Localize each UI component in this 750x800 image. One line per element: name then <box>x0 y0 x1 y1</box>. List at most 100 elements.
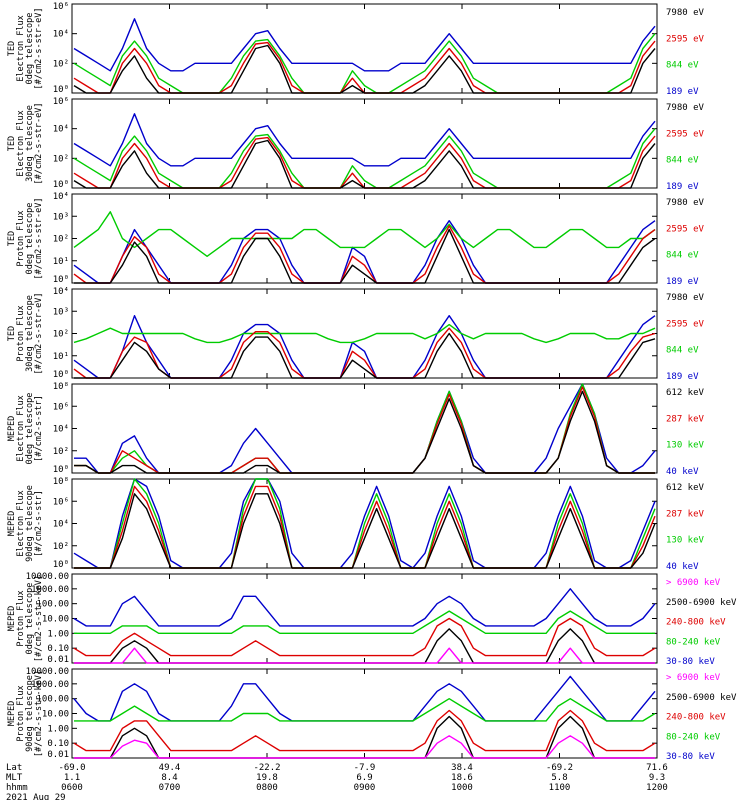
y-axis-label-line: Proton Flux <box>16 305 26 361</box>
y-tick-label: 10³ <box>53 212 69 222</box>
y-axis-label-line: 30deg telescope <box>25 105 35 182</box>
y-axis-label: MEPED Electron Flux 0deg telescope [#/cm2-s… <box>7 393 44 465</box>
legend-entry: 7980 eV <box>666 293 705 303</box>
y-axis-label-line: 30deg telescope <box>25 295 35 372</box>
panel-frame <box>71 193 658 284</box>
panel-4: 10⁴ 10³ 10² 10¹ 10⁰ TED Proton Flux 30deg teles… <box>7 287 705 382</box>
x-tick-label: 1200 <box>646 783 668 793</box>
x-tick-label: 0600 <box>61 783 83 793</box>
series-line-30-80-kev <box>73 588 656 627</box>
y-tick-label: 10⁶ <box>53 97 69 107</box>
legend-entry: 189 eV <box>666 87 699 97</box>
series-line-7980-ev <box>73 44 656 94</box>
series-line-7980-ev <box>74 332 656 379</box>
legend-entry: 2595 eV <box>666 129 705 139</box>
y-axis-label-line: [#/cm2-s-str-eV] <box>34 198 44 280</box>
y-tick-label: 10⁰ <box>53 85 69 95</box>
x-row-label: hhmm <box>6 783 28 793</box>
y-tick-label: 10² <box>53 235 69 245</box>
y-tick-label: 100.00 <box>36 695 69 705</box>
y-tick-label: 10¹ <box>53 257 69 267</box>
y-tick-label: 0.10 <box>47 739 69 749</box>
x-tick-label: 18.6 <box>451 773 473 783</box>
y-tick-label: 10⁴ <box>53 125 69 135</box>
panel-frame <box>71 383 658 474</box>
x-axis-labels: Lat -69.0 49.4 -22.2 -7.9 38.4 -69.2 71.6 MLT 1.1… <box>6 763 668 800</box>
y-axis-label-line: Electron Flux <box>16 15 26 82</box>
y-tick-label: 10⁴ <box>53 30 69 40</box>
y-axis-label: TED Electron Flux 30deg telescope [#/cm2-s-… <box>7 103 44 185</box>
panel-6: 10⁸ 10⁶ 10⁴ 10² 10⁰ MEPED Electron Flux 90deg t… <box>7 477 705 572</box>
legend-entry: 2595 eV <box>666 34 705 44</box>
panel-2: 10⁶ 10⁴ 10² 10⁰ TED Electron Flux 30deg telesc… <box>7 97 705 192</box>
y-tick-label: 10⁰ <box>53 370 69 380</box>
legend-entry: > 6900 keV <box>666 673 721 683</box>
y-tick-label: 10⁶ <box>53 2 69 12</box>
panel-8: 10000.001000.00100.0010.001.000.100.01ME… <box>7 667 737 762</box>
y-tick-label: 10² <box>53 447 69 457</box>
y-axis-label-line: Electron Flux <box>16 110 26 177</box>
y-tick-label: 10⁰ <box>53 180 69 190</box>
y-axis-label-line: [#/cm2-s-str-keV] <box>34 670 44 757</box>
y-tick-label: 10⁶ <box>53 497 69 507</box>
y-tick-label: 10⁰ <box>53 465 69 475</box>
x-tick-label: 6.9 <box>356 773 372 783</box>
y-tick-label: 10³ <box>53 307 69 317</box>
y-axis-label-line: Proton Flux <box>16 685 26 741</box>
legend-entry: 189 eV <box>666 182 699 192</box>
x-tick-label: 9.3 <box>649 773 665 783</box>
legend-entry: 612 keV <box>666 483 705 493</box>
legend-entry: 30-80 keV <box>666 752 715 762</box>
x-tick-label: 1000 <box>451 783 473 793</box>
legend-entry: 189 eV <box>666 372 699 382</box>
y-tick-label: 10² <box>53 542 69 552</box>
y-tick-label: 10⁰ <box>53 560 69 570</box>
x-tick-label: 0900 <box>354 783 376 793</box>
y-axis-label-line: [#/cm2-s-str] <box>34 395 44 462</box>
y-axis-label-line: [#/cm2-s-str-eV] <box>34 103 44 185</box>
series-line--6900-kev <box>74 735 655 759</box>
y-tick-label: 10⁰ <box>53 275 69 285</box>
y-axis-label-line: [#/cm2-s-str-keV] <box>34 575 44 662</box>
y-axis-label: MEPED Electron Flux 90deg telescope [#/cm2-… <box>7 485 44 562</box>
legend-entry: 240-800 keV <box>666 618 726 628</box>
y-axis-label-line: MEPED <box>7 701 17 727</box>
y-tick-label: 10² <box>53 154 69 164</box>
legend-entry: 30-80 keV <box>666 657 715 667</box>
x-tick-label: 5.8 <box>551 773 567 783</box>
series-line-844-ev <box>73 323 656 344</box>
y-axis-label: MEPED Proton Flux 0deg telescope [#/cm2-s-s… <box>7 575 44 662</box>
y-axis-label-line: TED <box>7 231 17 246</box>
legend-entry: 7980 eV <box>666 8 705 18</box>
y-axis-label-line: 0deg telescope <box>25 203 35 275</box>
legend-entry: 130 keV <box>666 536 705 546</box>
x-tick-label: -22.2 <box>253 763 280 773</box>
x-row-label: Lat <box>6 763 22 773</box>
x-tick-label: 0700 <box>159 783 181 793</box>
series-line-7980-ev <box>73 139 656 189</box>
y-axis-label: TED Proton Flux 0deg telescope [#/cm2-s-str… <box>7 198 44 280</box>
legend-entry: 612 keV <box>666 388 705 398</box>
x-tick-label: 71.6 <box>646 763 668 773</box>
y-axis-label-line: MEPED <box>7 511 17 537</box>
y-axis-label-line: MEPED <box>7 606 17 632</box>
panel-frame <box>71 3 658 94</box>
y-axis-label: MEPED Proton Flux 90deg telescope [#/cm2-s-… <box>7 670 44 757</box>
legend-entry: 844 eV <box>666 346 699 356</box>
y-tick-label: 0.01 <box>47 655 69 665</box>
y-axis-label-line: Electron Flux <box>16 490 26 557</box>
panel-7: 10000.001000.00100.0010.001.000.100.01ME… <box>7 572 737 667</box>
legend-entry: 2500-6900 keV <box>666 693 737 703</box>
y-axis-label-line: Electron Flux <box>16 395 26 462</box>
legend-entry: 2595 eV <box>666 224 705 234</box>
y-axis-label: TED Proton Flux 30deg telescope [#/cm2-s-st… <box>7 293 44 375</box>
x-tick-label: 19.8 <box>256 773 278 783</box>
y-axis-label-line: Proton Flux <box>16 210 26 266</box>
legend-entry: 189 eV <box>666 277 699 287</box>
series-line-844-ev <box>73 211 656 257</box>
y-tick-label: 10¹ <box>53 352 69 362</box>
x-tick-label: -69.2 <box>546 763 573 773</box>
y-tick-label: 10.00 <box>42 710 69 720</box>
legend-entry: 844 eV <box>666 61 699 71</box>
date-label: 2021 Aug 29 <box>6 793 66 800</box>
